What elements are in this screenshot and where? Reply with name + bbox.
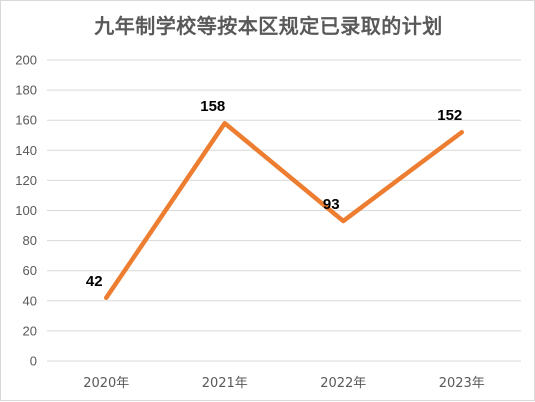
y-tick-label: 60 [23,263,37,278]
x-tick-label: 2022年 [320,376,366,391]
x-tick-label: 2023年 [439,376,485,391]
y-tick-label: 0 [30,354,37,369]
y-tick-label: 80 [23,233,37,248]
chart-title: 九年制学校等按本区规定已录取的计划 [94,14,443,38]
y-tick-label: 120 [15,173,37,188]
data-label: 93 [323,196,340,213]
y-tick-label: 100 [15,203,37,218]
y-tick-label: 180 [15,83,37,98]
data-point [460,131,463,134]
series-line [104,120,464,301]
y-tick-label: 20 [23,323,37,338]
data-label: 152 [437,107,462,124]
data-label: 42 [86,273,103,290]
y-tick-label: 200 [15,53,37,68]
data-label: 158 [200,98,225,115]
y-tick-label: 160 [15,113,37,128]
y-tick-label: 40 [23,293,37,308]
data-point [223,122,226,125]
data-point [105,296,108,299]
x-tick-label: 2020年 [83,376,129,391]
x-tick-label: 2021年 [202,376,248,391]
data-point [342,220,345,223]
y-tick-label: 140 [15,143,37,158]
